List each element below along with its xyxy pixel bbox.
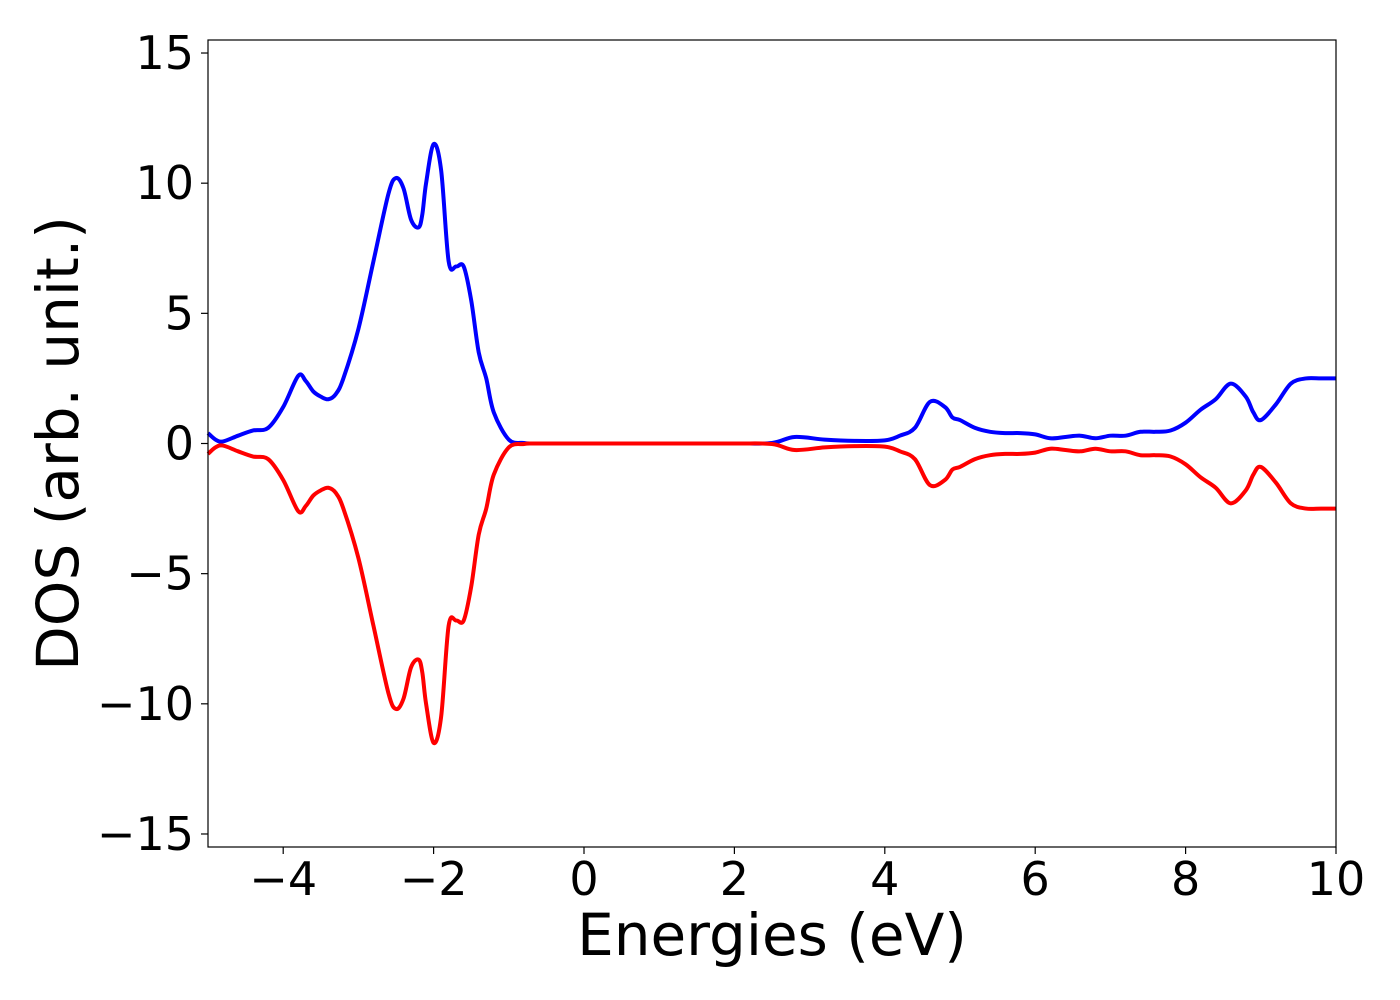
y-tick-label: −10	[97, 677, 194, 731]
x-tick-label: −2	[400, 852, 468, 906]
x-tick-label: 2	[720, 852, 749, 906]
y-tick-label: 5	[165, 286, 194, 340]
x-tick-label: 0	[569, 852, 598, 906]
dos-negative-series-line	[206, 441, 1336, 746]
y-tick-label: −15	[97, 807, 194, 861]
x-tick-label: −4	[249, 852, 317, 906]
ticks-layer: −4 −2 0 2 4 6 8 10 −15 −10 −5 0 5 10 15	[97, 26, 1365, 906]
x-tick-label: 4	[870, 852, 899, 906]
x-tick-label: 6	[1021, 852, 1050, 906]
y-tick-label: 0	[165, 417, 194, 471]
series-layer	[206, 141, 1336, 746]
y-tick-label: −5	[126, 547, 194, 601]
y-axis-title: DOS (arb. unit.)	[24, 216, 92, 671]
x-tick-label: 10	[1307, 852, 1366, 906]
x-tick-label: 8	[1171, 852, 1200, 906]
y-tick-label: 15	[135, 26, 194, 80]
plot-frame	[207, 39, 1337, 848]
x-axis-title: Energies (eV)	[577, 901, 967, 969]
dos-positive-series-line	[206, 141, 1336, 446]
y-tick-label: 10	[135, 156, 194, 210]
